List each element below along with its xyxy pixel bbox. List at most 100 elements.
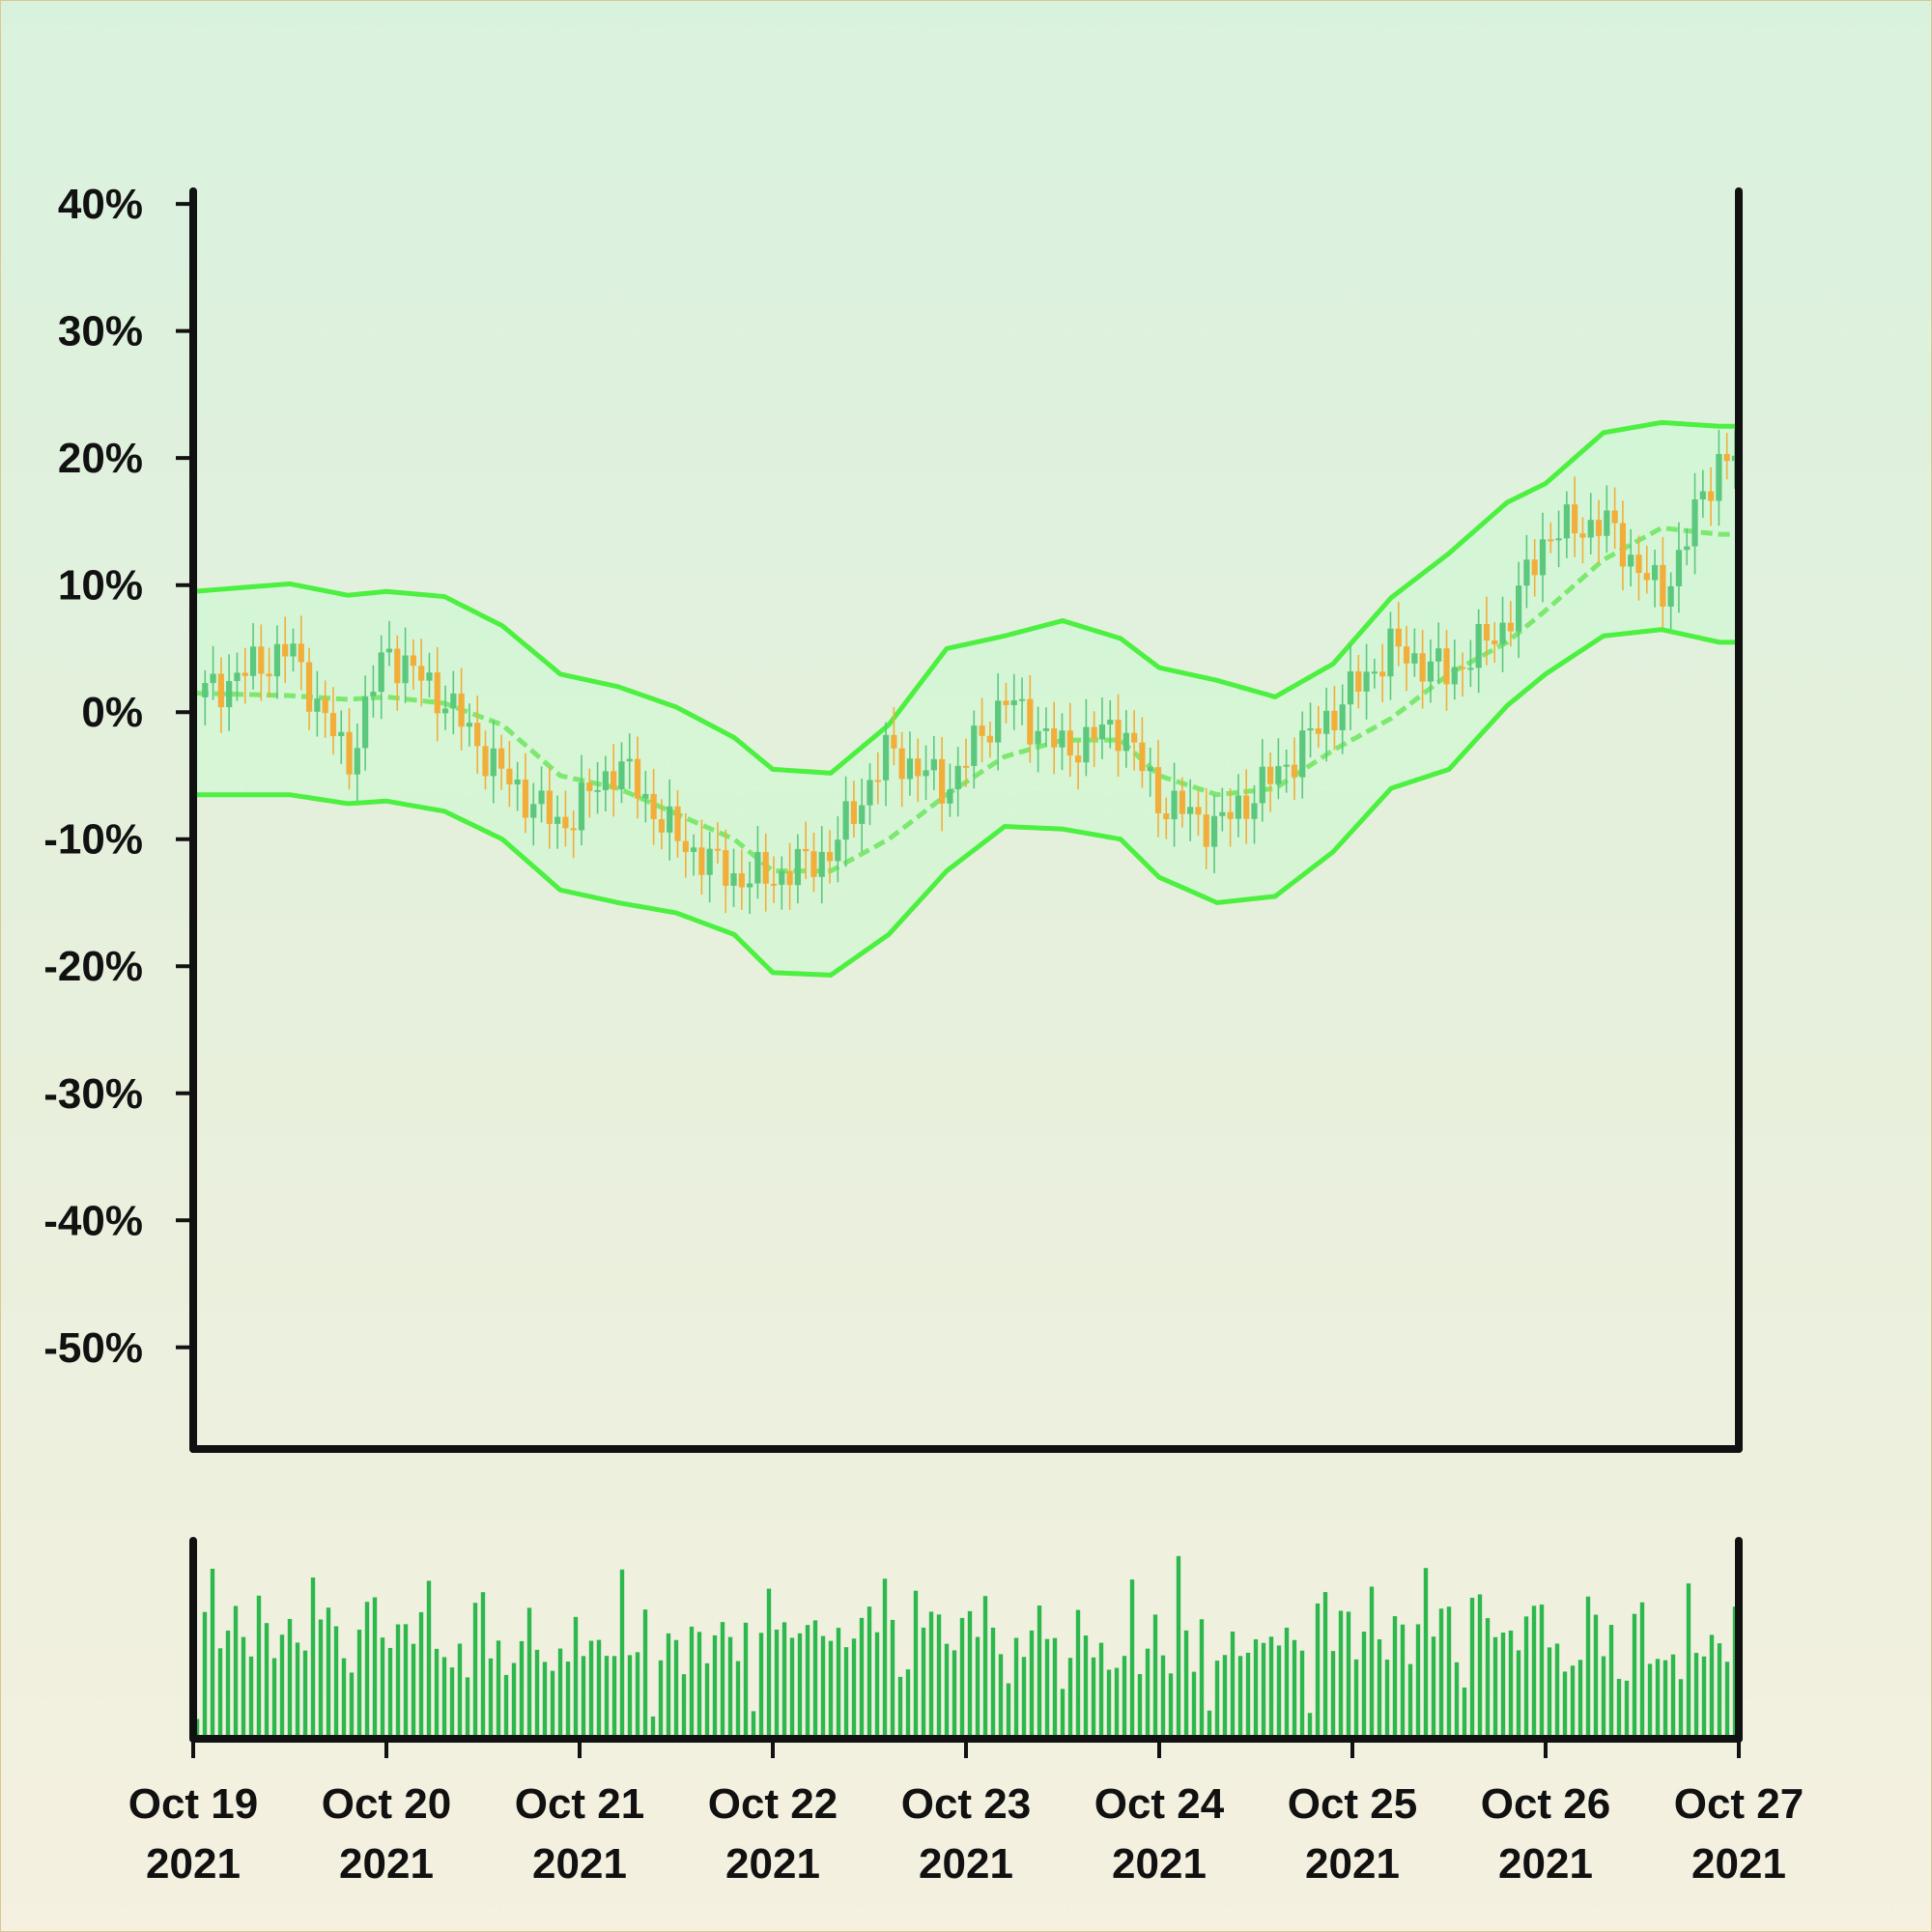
x-tick-label-date: Oct 20 xyxy=(322,1780,452,1828)
candle-up xyxy=(1427,661,1435,682)
candle-down xyxy=(682,840,689,852)
candle-down xyxy=(242,672,248,676)
volume-bar xyxy=(1176,1555,1181,1739)
candle-down xyxy=(282,643,289,657)
candle-up xyxy=(1299,730,1306,778)
candle-up xyxy=(1018,698,1026,701)
volume-bar xyxy=(1214,1661,1220,1739)
volume-bar xyxy=(302,1650,308,1739)
candle-up xyxy=(402,655,409,684)
volume-bar xyxy=(1098,1642,1104,1739)
candle-up xyxy=(234,672,241,682)
volume-bar xyxy=(310,1577,316,1739)
candle-down xyxy=(874,780,881,782)
candle-up xyxy=(1035,730,1041,745)
volume-bar xyxy=(1322,1592,1328,1739)
volume-bar xyxy=(1091,1657,1096,1739)
candle-down xyxy=(1195,807,1202,815)
volume-bar xyxy=(982,1596,988,1739)
candle-down xyxy=(586,782,593,791)
x-tick-label-date: Oct 23 xyxy=(901,1780,1032,1828)
volume-bar xyxy=(1268,1636,1274,1739)
volume-bar xyxy=(650,1716,656,1739)
volume-bar xyxy=(1191,1671,1197,1739)
candle-up xyxy=(1187,807,1194,814)
candle-up xyxy=(1275,766,1282,784)
x-tick-label-date: Oct 25 xyxy=(1288,1780,1418,1828)
volume-bar xyxy=(1237,1656,1243,1739)
candle-down xyxy=(1419,653,1426,682)
volume-bar xyxy=(967,1610,973,1739)
volume-bar xyxy=(264,1623,270,1739)
volume-bar xyxy=(1670,1654,1676,1739)
candle-up xyxy=(1691,499,1698,547)
volume-bar xyxy=(1006,1683,1011,1739)
candle-up xyxy=(530,804,537,818)
candle-up xyxy=(954,765,961,790)
volume-bar xyxy=(1724,1662,1730,1739)
candle-up xyxy=(1699,491,1706,500)
candle-up xyxy=(1387,628,1394,677)
candle-down xyxy=(217,673,224,708)
candle-up xyxy=(1716,453,1722,501)
volume-bar xyxy=(248,1656,254,1739)
volume-bar xyxy=(959,1617,965,1739)
candle-up xyxy=(441,708,449,714)
volume-bar xyxy=(1037,1605,1042,1739)
volume-bar xyxy=(1492,1636,1498,1739)
candle-up xyxy=(338,731,345,737)
candle-down xyxy=(1492,640,1498,644)
volume-bar xyxy=(604,1656,610,1739)
volume-bar xyxy=(812,1620,818,1739)
upper-band-line xyxy=(196,419,1735,776)
axis-layer xyxy=(176,187,1743,1758)
volume-bar xyxy=(619,1569,625,1739)
candle-down xyxy=(258,646,265,674)
candle-up xyxy=(1235,795,1242,819)
volume-bar xyxy=(534,1649,540,1739)
candle-up xyxy=(626,758,633,762)
candle-up xyxy=(490,748,497,777)
candle-down xyxy=(1459,667,1466,669)
volume-bar xyxy=(952,1650,957,1739)
candle-up xyxy=(835,839,841,862)
volume-bar xyxy=(1632,1613,1637,1739)
volume-bar xyxy=(210,1568,215,1739)
volume-bar xyxy=(843,1647,849,1739)
candle-down xyxy=(1291,764,1298,778)
candle-up xyxy=(1675,550,1683,586)
candle-up xyxy=(818,851,825,877)
x-tick-label-date: Oct 26 xyxy=(1481,1780,1611,1828)
volume-bar xyxy=(874,1632,880,1739)
volume-bar xyxy=(820,1635,826,1739)
volume-bar xyxy=(356,1630,362,1739)
candle-up xyxy=(290,643,297,657)
candle-up xyxy=(1347,671,1354,705)
candle-up xyxy=(202,683,209,697)
candle-down xyxy=(1355,671,1362,692)
volume-bar xyxy=(387,1647,393,1739)
y-tick-label: 30% xyxy=(58,308,143,355)
candle-down xyxy=(1051,728,1058,748)
candle-down xyxy=(1507,622,1514,632)
candle-up xyxy=(1628,554,1634,567)
candle-up xyxy=(1604,510,1610,536)
candle-up xyxy=(842,801,849,840)
volume-bar xyxy=(434,1648,440,1739)
volume-bar xyxy=(611,1656,617,1739)
candle-up xyxy=(1083,726,1090,763)
candle-down xyxy=(266,673,272,677)
candle-up xyxy=(730,873,737,886)
candle-down xyxy=(1643,573,1650,581)
candle-down xyxy=(1243,795,1250,819)
volume-bar xyxy=(975,1636,980,1739)
y-tick-label: -30% xyxy=(43,1070,143,1118)
volume-bar xyxy=(1431,1636,1436,1739)
x-tick-label-year: 2021 xyxy=(532,1840,627,1888)
volume-bar xyxy=(936,1614,942,1739)
x-tick-label-year: 2021 xyxy=(1112,1840,1207,1888)
volume-bar xyxy=(1183,1630,1189,1739)
candle-up xyxy=(1411,653,1418,664)
volume-bar xyxy=(465,1677,470,1739)
candle-up xyxy=(1042,728,1050,731)
